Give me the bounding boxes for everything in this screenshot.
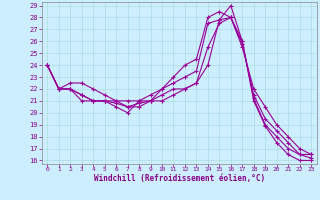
X-axis label: Windchill (Refroidissement éolien,°C): Windchill (Refroidissement éolien,°C) [94, 174, 265, 183]
